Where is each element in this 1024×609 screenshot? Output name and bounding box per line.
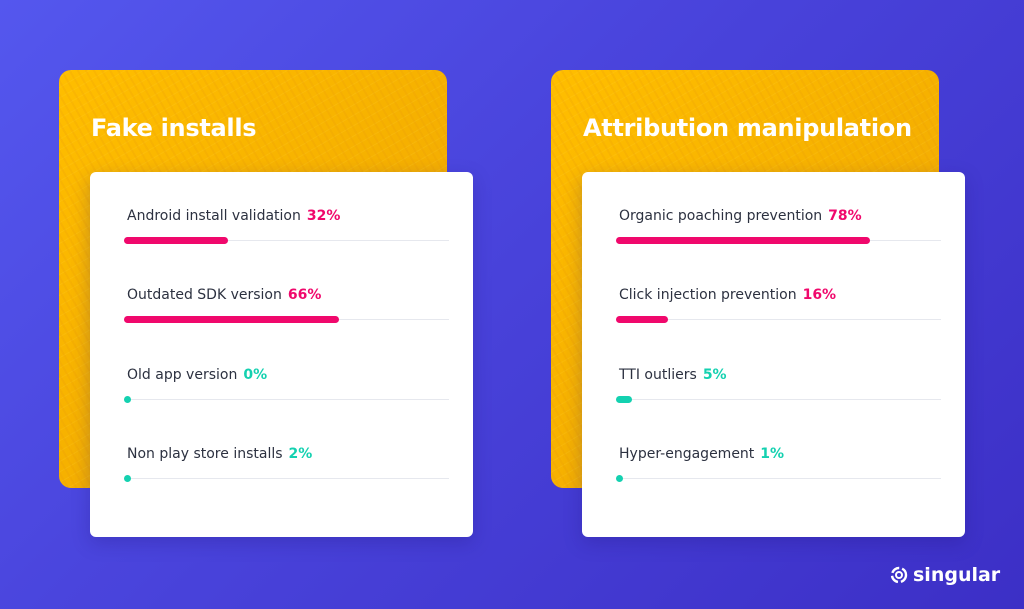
progress-fill bbox=[616, 237, 870, 244]
progress-fill bbox=[124, 316, 339, 323]
progress-fill bbox=[616, 316, 668, 323]
progress-track bbox=[616, 237, 941, 244]
metric-value: 2% bbox=[288, 446, 313, 462]
metric-label: Non play store installs 2% bbox=[127, 446, 312, 462]
progress-track bbox=[124, 237, 449, 244]
metric-label: Old app version 0% bbox=[127, 367, 267, 383]
metric-name: TTI outliers bbox=[619, 367, 697, 383]
progress-track bbox=[616, 475, 941, 482]
progress-fill bbox=[124, 237, 228, 244]
metric-label: Hyper-engagement 1% bbox=[619, 446, 784, 462]
progress-track bbox=[616, 396, 941, 403]
metric-name: Click injection prevention bbox=[619, 287, 797, 303]
metric-label: Outdated SDK version 66% bbox=[127, 287, 321, 303]
metric-name: Non play store installs bbox=[127, 446, 283, 462]
brand-name: singular bbox=[913, 564, 1001, 586]
metric-value: 16% bbox=[802, 287, 837, 303]
metric-value: 66% bbox=[287, 287, 322, 303]
panel-title: Attribution manipulation bbox=[583, 114, 912, 142]
metric-value: 78% bbox=[828, 208, 862, 224]
progress-track bbox=[124, 316, 449, 323]
singular-swirl-icon bbox=[890, 566, 908, 584]
metrics-card: Organic poaching prevention 78% Click inj… bbox=[582, 172, 965, 537]
progress-track bbox=[124, 396, 449, 403]
panel-title: Fake installs bbox=[91, 114, 257, 142]
metric-label: TTI outliers 5% bbox=[619, 367, 727, 383]
metric-name: Android install validation bbox=[127, 208, 301, 224]
metric-label: Organic poaching prevention 78% bbox=[619, 208, 862, 224]
metric-name: Organic poaching prevention bbox=[619, 208, 823, 224]
metric-name: Outdated SDK version bbox=[127, 287, 282, 303]
metrics-card: Android install validation 32% Outdated S… bbox=[90, 172, 473, 537]
progress-track bbox=[124, 475, 449, 482]
metric-name: Hyper-engagement bbox=[619, 446, 755, 462]
progress-track bbox=[616, 316, 941, 323]
progress-fill bbox=[124, 475, 131, 482]
metric-value: 32% bbox=[306, 208, 341, 224]
metric-value: 1% bbox=[760, 446, 785, 462]
panel-attribution-manipulation: Attribution manipulation Organic poachin… bbox=[551, 70, 965, 537]
metric-value: 5% bbox=[702, 367, 727, 383]
metric-label: Android install validation 32% bbox=[127, 208, 340, 224]
progress-fill bbox=[616, 475, 623, 482]
metric-value: 0% bbox=[243, 367, 268, 383]
singular-logo: singular bbox=[890, 564, 1000, 586]
metric-label: Click injection prevention 16% bbox=[619, 287, 836, 303]
progress-fill bbox=[616, 396, 633, 403]
metric-name: Old app version bbox=[127, 367, 238, 383]
panel-fake-installs: Fake installs Android install validation… bbox=[59, 70, 473, 537]
progress-fill bbox=[124, 396, 131, 403]
